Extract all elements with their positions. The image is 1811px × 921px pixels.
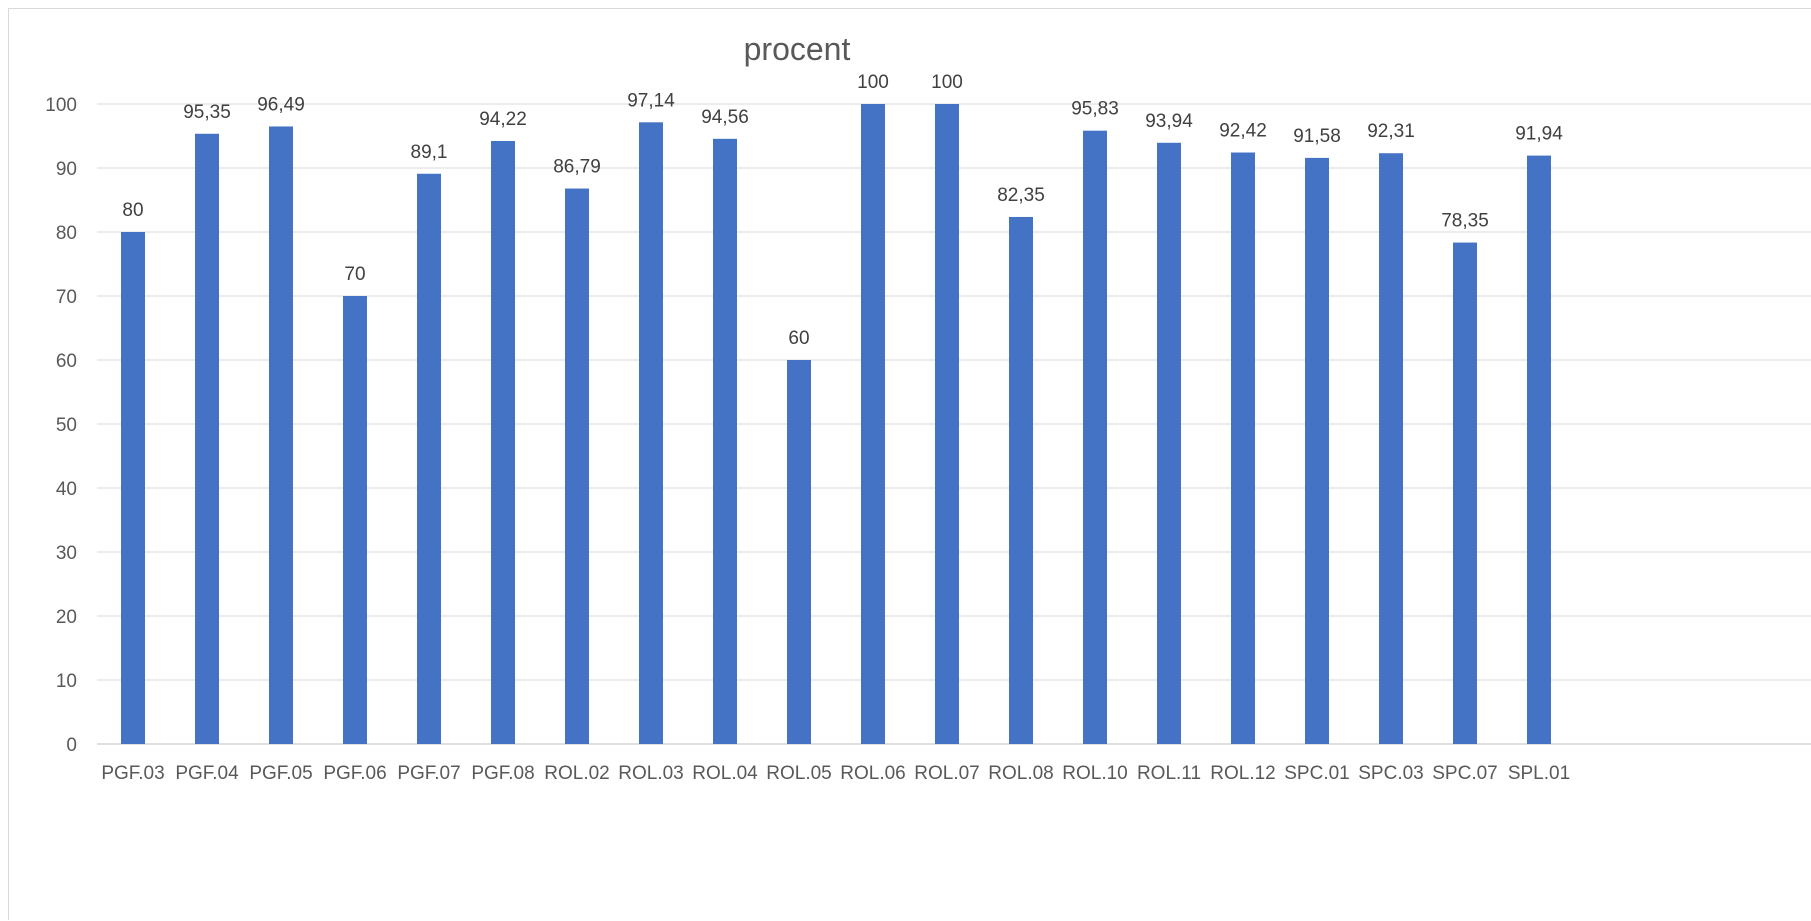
bar <box>1009 216 1033 744</box>
bar <box>639 122 663 744</box>
data-label: 95,35 <box>183 102 231 123</box>
x-tick-label: SPC.03 <box>1358 763 1423 784</box>
y-tick-label: 50 <box>56 415 77 436</box>
bar <box>1231 152 1255 745</box>
bar <box>1453 242 1477 744</box>
x-tick-label: PGF.05 <box>249 763 312 784</box>
bar <box>565 188 589 744</box>
data-label: 80 <box>122 200 143 221</box>
data-label: 86,79 <box>553 157 601 178</box>
bar <box>713 138 737 745</box>
data-label: 94,22 <box>479 109 527 130</box>
x-tick-label: ROL.03 <box>618 763 683 784</box>
y-tick-label: 60 <box>56 351 77 372</box>
chart-title: procent <box>744 31 851 67</box>
bar <box>935 104 959 744</box>
x-tick-label: SPC.01 <box>1284 763 1349 784</box>
data-label: 92,42 <box>1219 121 1267 142</box>
x-tick-label: ROL.07 <box>914 763 979 784</box>
x-tick-label: ROL.08 <box>988 763 1053 784</box>
x-tick-label: ROL.04 <box>692 763 758 784</box>
y-tick-label: 80 <box>56 223 77 244</box>
bar-chart: 80 95,35 96,49 70 89,1 94,22 86,79 97,14 94,56 60… <box>45 31 1811 784</box>
bar <box>1379 153 1403 744</box>
bar <box>121 232 145 744</box>
data-label: 91,58 <box>1293 126 1341 147</box>
bar <box>343 296 367 744</box>
data-label: 70 <box>344 264 365 285</box>
x-tick-label: ROL.12 <box>1210 763 1275 784</box>
x-tick-label: PGF.07 <box>397 763 460 784</box>
data-label: 100 <box>931 72 963 93</box>
chart-area: 80 95,35 96,49 70 89,1 94,22 86,79 97,14 94,56 60… <box>8 8 1811 920</box>
data-label: 60 <box>788 328 809 349</box>
data-label: 95,83 <box>1071 99 1119 120</box>
data-label: 92,31 <box>1367 121 1415 142</box>
data-label: 93,94 <box>1145 111 1193 132</box>
x-tick-label: PGF.08 <box>471 763 534 784</box>
data-label: 91,94 <box>1515 124 1563 145</box>
x-tick-label: SPC.07 <box>1432 763 1497 784</box>
y-tick-label: 20 <box>56 607 77 628</box>
x-tick-label: ROL.05 <box>766 763 831 784</box>
data-labels: 80 95,35 96,49 70 89,1 94,22 86,79 97,14 94,56 60… <box>122 72 1563 349</box>
x-tick-label: PGF.04 <box>175 763 239 784</box>
data-label: 94,56 <box>701 107 749 128</box>
data-label: 82,35 <box>997 185 1045 206</box>
bar <box>1157 142 1181 744</box>
x-tick-label: ROL.10 <box>1062 763 1127 784</box>
y-tick-label: 100 <box>45 95 77 116</box>
y-tick-label: 30 <box>56 543 77 564</box>
data-label: 97,14 <box>627 90 675 111</box>
y-tick-label: 40 <box>56 479 77 500</box>
data-label: 96,49 <box>257 94 305 115</box>
x-tick-label: ROL.11 <box>1137 763 1201 784</box>
bar <box>269 126 293 745</box>
x-tick-label: ROL.02 <box>544 763 609 784</box>
bar <box>1305 157 1329 744</box>
bar <box>1083 130 1107 745</box>
x-tick-label: PGF.03 <box>101 763 164 784</box>
x-tick-label: PGF.06 <box>323 763 386 784</box>
y-axis-ticks: 0 10 20 30 40 50 60 70 80 90 100 <box>45 95 77 756</box>
bar <box>787 360 811 744</box>
bar <box>1527 155 1551 745</box>
x-tick-label: ROL.06 <box>840 763 905 784</box>
bar <box>491 140 515 744</box>
bars <box>121 104 1551 745</box>
y-tick-label: 0 <box>66 735 77 756</box>
bar <box>195 133 219 744</box>
y-tick-label: 70 <box>56 287 77 308</box>
y-tick-label: 10 <box>56 671 77 692</box>
x-tick-label: SPL.01 <box>1508 763 1570 784</box>
data-label: 89,1 <box>411 142 448 163</box>
bar <box>417 173 441 744</box>
data-label: 78,35 <box>1441 211 1489 232</box>
x-axis-ticks: PGF.03 PGF.04 PGF.05 PGF.06 PGF.07 PGF.08 ROL.… <box>101 763 1570 784</box>
data-label: 100 <box>857 72 889 93</box>
y-tick-label: 90 <box>56 159 77 180</box>
bar <box>861 104 885 744</box>
